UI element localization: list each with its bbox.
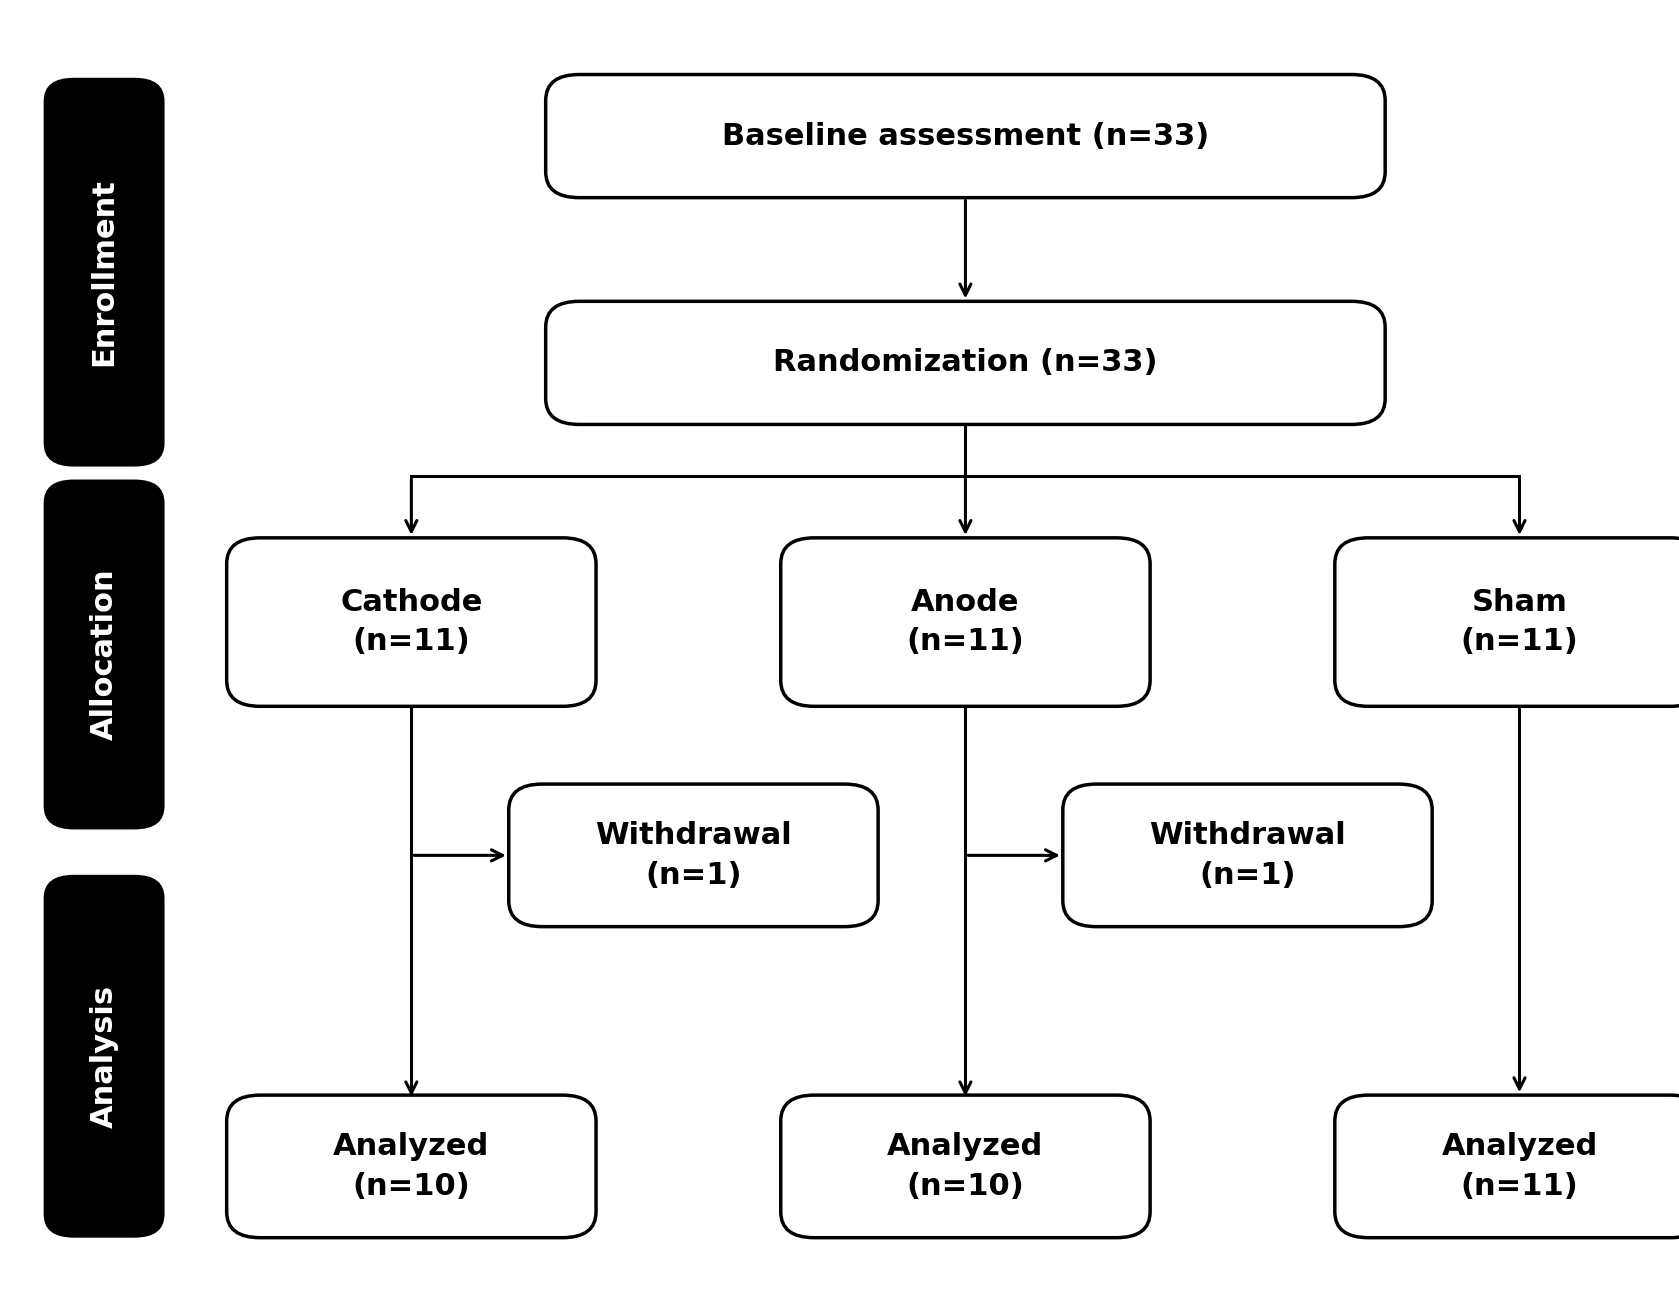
FancyBboxPatch shape bbox=[44, 480, 165, 829]
FancyBboxPatch shape bbox=[227, 538, 596, 706]
Text: Randomization (n=33): Randomization (n=33) bbox=[772, 349, 1159, 377]
Text: Sham
(n=11): Sham (n=11) bbox=[1461, 588, 1578, 656]
Text: Analyzed
(n=11): Analyzed (n=11) bbox=[1441, 1133, 1598, 1200]
FancyBboxPatch shape bbox=[546, 74, 1385, 197]
Text: Baseline assessment (n=33): Baseline assessment (n=33) bbox=[722, 122, 1209, 150]
FancyBboxPatch shape bbox=[781, 1095, 1150, 1238]
Text: Withdrawal
(n=1): Withdrawal (n=1) bbox=[1148, 822, 1347, 889]
FancyBboxPatch shape bbox=[509, 784, 878, 927]
Text: Withdrawal
(n=1): Withdrawal (n=1) bbox=[594, 822, 792, 889]
Text: Analysis: Analysis bbox=[89, 985, 119, 1128]
FancyBboxPatch shape bbox=[781, 538, 1150, 706]
FancyBboxPatch shape bbox=[1335, 538, 1679, 706]
Text: Analyzed
(n=10): Analyzed (n=10) bbox=[887, 1133, 1044, 1200]
FancyBboxPatch shape bbox=[227, 1095, 596, 1238]
Text: Cathode
(n=11): Cathode (n=11) bbox=[341, 588, 482, 656]
FancyBboxPatch shape bbox=[44, 78, 165, 467]
Text: Analyzed
(n=10): Analyzed (n=10) bbox=[332, 1133, 490, 1200]
Text: Allocation: Allocation bbox=[89, 569, 119, 740]
FancyBboxPatch shape bbox=[1063, 784, 1432, 927]
Text: Enrollment: Enrollment bbox=[89, 179, 119, 365]
FancyBboxPatch shape bbox=[44, 875, 165, 1238]
FancyBboxPatch shape bbox=[546, 302, 1385, 425]
Text: Anode
(n=11): Anode (n=11) bbox=[907, 588, 1024, 656]
FancyBboxPatch shape bbox=[1335, 1095, 1679, 1238]
